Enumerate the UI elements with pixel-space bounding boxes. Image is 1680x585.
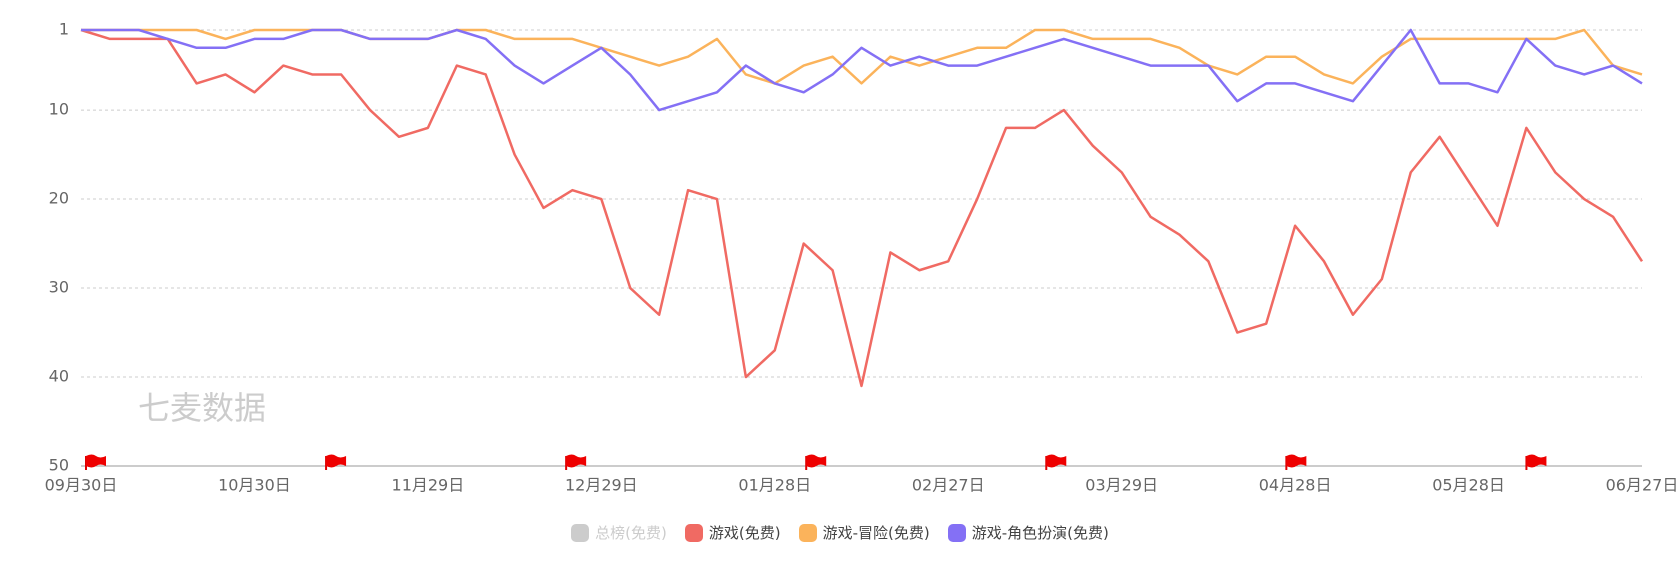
x-tick-label: 01月28日 xyxy=(738,476,811,495)
series-line xyxy=(80,28,1644,388)
flag xyxy=(805,454,827,470)
x-tick-label: 12月29日 xyxy=(565,476,638,495)
x-tick-label: 09月30日 xyxy=(45,476,118,495)
x-tick-label: 03月29日 xyxy=(1085,476,1158,495)
legend: 总榜(免费) 游戏(免费) 游戏-冒险(免费) 游戏-角色扮演(免费) xyxy=(0,522,1680,543)
legend-swatch xyxy=(571,523,590,542)
y-tick-label: 20 xyxy=(49,189,69,208)
flag xyxy=(1525,454,1547,470)
flag xyxy=(1285,454,1307,470)
flag-cloth xyxy=(566,454,587,468)
flag xyxy=(325,454,347,470)
legend-item[interactable]: 游戏(免费) xyxy=(684,522,781,543)
flag-cloth xyxy=(1046,454,1067,468)
flag xyxy=(85,454,106,470)
flag-cloth xyxy=(326,454,347,468)
y-tick-label: 40 xyxy=(49,367,69,386)
legend-item[interactable]: 游戏-角色扮演(免费) xyxy=(947,522,1109,543)
flag-cloth xyxy=(1526,454,1547,468)
legend-label: 总榜(免费) xyxy=(595,524,667,542)
legend-swatch xyxy=(798,523,817,542)
y-tick-label: 1 xyxy=(59,20,69,39)
legend-swatch xyxy=(947,523,966,542)
flag-cloth xyxy=(1286,454,1307,468)
x-tick-label: 10月30日 xyxy=(218,476,291,495)
legend-label: 游戏-冒险(免费) xyxy=(822,524,930,542)
y-tick-label: 10 xyxy=(49,100,69,119)
watermark: 七麦数据 xyxy=(138,389,266,427)
x-tick-label: 11月29日 xyxy=(392,476,465,495)
legend-item[interactable]: 游戏-冒险(免费) xyxy=(798,522,930,543)
x-tick-label: 04月28日 xyxy=(1259,476,1332,495)
series-line xyxy=(81,28,1643,112)
flag xyxy=(1045,454,1067,470)
legend-swatch xyxy=(684,523,703,542)
flag xyxy=(565,454,587,470)
flag-cloth xyxy=(86,454,106,468)
legend-label: 游戏-角色扮演(免费) xyxy=(971,524,1109,542)
x-tick-label: 06月27日 xyxy=(1606,476,1679,495)
legend-label: 游戏(免费) xyxy=(708,524,781,542)
y-tick-label: 50 xyxy=(49,456,69,475)
x-tick-label: 02月27日 xyxy=(912,476,985,495)
y-tick-label: 30 xyxy=(49,278,69,297)
legend-item[interactable]: 总榜(免费) xyxy=(571,522,667,543)
flag-cloth xyxy=(806,454,827,468)
x-tick-label: 05月28日 xyxy=(1432,476,1505,495)
